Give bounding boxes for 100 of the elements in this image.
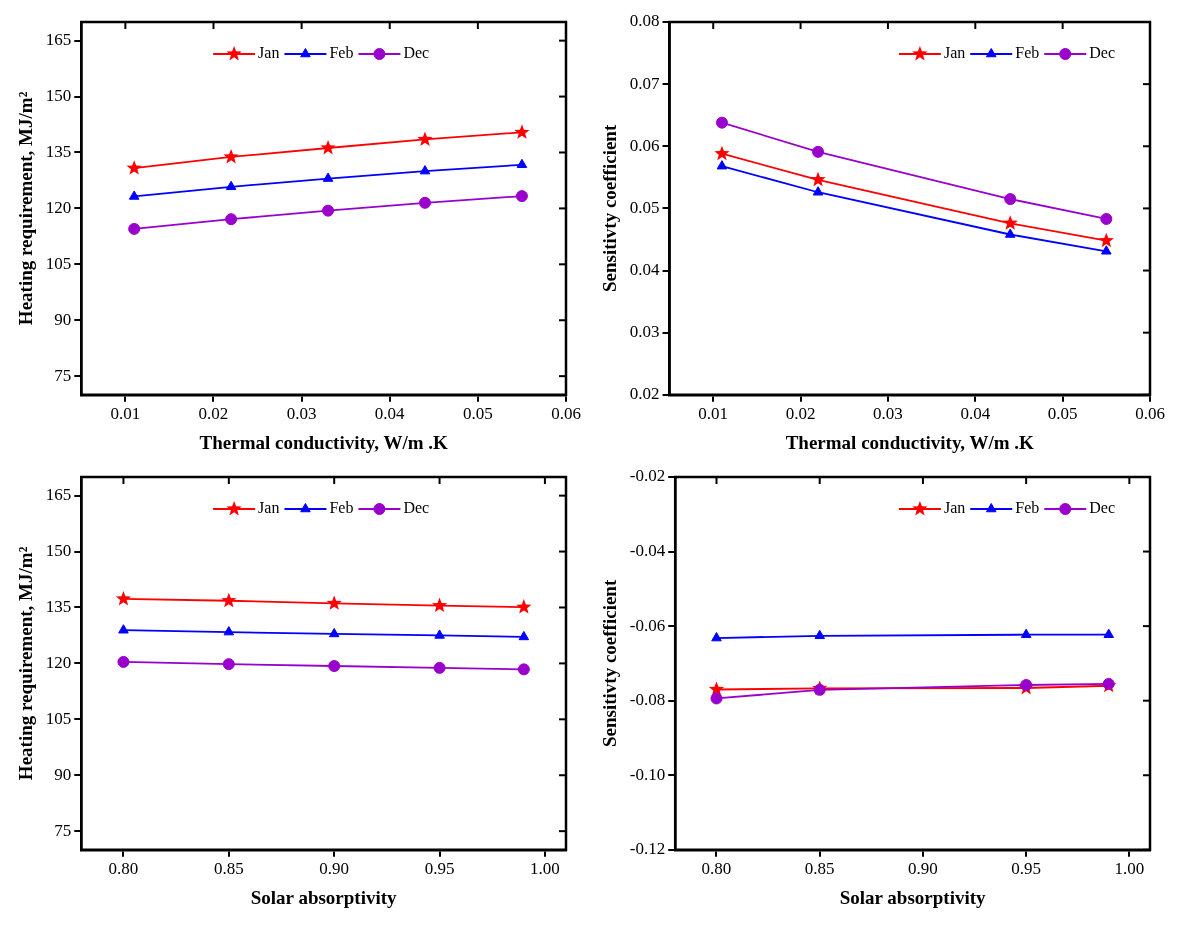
y-axis-title: Heating requirement, MJ/m² [15, 91, 37, 326]
y-tick-label: -0.06 [629, 615, 666, 635]
point [1103, 628, 1114, 638]
y-axis-title: Sensitivty coefficient [599, 124, 621, 293]
point [1004, 228, 1016, 238]
point [516, 599, 532, 614]
y-tick-label: 165 [45, 485, 72, 505]
x-tick-label: 0.06 [1135, 404, 1165, 424]
y-tick-label: 90 [54, 764, 72, 784]
y-tick-label: 0.07 [629, 73, 661, 93]
y-tick-label: 150 [45, 86, 72, 106]
legend-label: Jan [943, 44, 966, 62]
x-tick-label: 0.01 [110, 404, 141, 424]
point [433, 661, 446, 674]
x-tick-label: 0.01 [698, 404, 729, 424]
point [518, 630, 530, 641]
x-tick-label: 0.02 [785, 404, 816, 424]
point [516, 158, 528, 169]
x-tick-label: 0.90 [908, 859, 938, 879]
point [710, 692, 723, 705]
point [128, 222, 141, 235]
legend-label: Jan [258, 44, 280, 62]
y-axis-title: Heating requirement, MJ/m² [15, 546, 37, 781]
x-tick-label: 0.80 [108, 859, 139, 879]
point [434, 629, 445, 639]
point [715, 116, 728, 129]
y-tick-label: 135 [45, 141, 72, 161]
point [1101, 245, 1112, 255]
point [126, 160, 142, 175]
point [814, 629, 825, 640]
x-tick-label: 0.03 [873, 404, 903, 424]
point [328, 660, 341, 673]
y-tick-label: 165 [45, 30, 72, 50]
legend-label: Feb [1015, 44, 1040, 62]
y-tick-label: 0.06 [629, 135, 660, 155]
x-tick-label: 0.85 [804, 859, 835, 879]
point [419, 165, 431, 175]
legend-label: Dec [1089, 499, 1116, 517]
x-axis-title: Solar absorptivity [839, 886, 987, 908]
point [812, 145, 825, 158]
x-tick-label: 0.04 [960, 404, 991, 424]
x-tick-label: 0.80 [701, 859, 732, 879]
legend-label: Jan [258, 499, 280, 517]
x-tick-label: 0.90 [319, 859, 350, 879]
point [223, 148, 239, 164]
y-tick-label: 135 [45, 596, 72, 616]
point [322, 204, 335, 217]
x-tick-label: 0.04 [374, 404, 406, 424]
x-tick-label: 0.05 [463, 404, 493, 424]
y-tick-label: -0.04 [629, 541, 666, 561]
y-tick-label: -0.10 [629, 764, 666, 784]
point [322, 172, 334, 182]
y-tick-label: 0.04 [629, 260, 661, 279]
y-tick-label: 105 [45, 253, 72, 273]
legend-label: Jan [943, 499, 966, 517]
x-tick-label: 0.95 [1011, 859, 1042, 879]
point [118, 624, 129, 634]
point [128, 190, 140, 200]
point [419, 196, 431, 209]
point [223, 626, 235, 636]
point [714, 145, 730, 161]
x-tick-label: 0.05 [1047, 404, 1078, 424]
y-tick-label: 105 [45, 708, 72, 728]
y-tick-label: 0.02 [629, 384, 660, 404]
legend-label: Feb [329, 499, 354, 517]
point [812, 186, 824, 196]
x-tick-label: 0.85 [213, 859, 244, 879]
x-axis-title: Solar absorptivity [250, 886, 398, 908]
point [1002, 215, 1018, 230]
y-tick-label: -0.02 [629, 466, 666, 486]
y-tick-label: -0.08 [629, 690, 666, 710]
x-axis-title: Thermal conductivity, W/m .K [199, 431, 448, 453]
legend-label: Dec [403, 44, 430, 62]
point [222, 658, 235, 671]
y-tick-label: 0.03 [629, 322, 660, 342]
y-tick-label: 90 [54, 309, 72, 329]
y-tick-label: 0.05 [629, 197, 660, 217]
legend-label: Feb [1015, 499, 1040, 517]
point [1004, 193, 1017, 206]
point [514, 124, 530, 139]
x-tick-label: 0.06 [551, 404, 581, 424]
point [326, 595, 342, 610]
point [1020, 628, 1032, 638]
point [328, 627, 340, 638]
point [1100, 212, 1113, 225]
y-tick-label: 120 [45, 197, 72, 217]
point [515, 190, 528, 203]
y-tick-label: 150 [45, 541, 72, 561]
point [417, 131, 433, 146]
point [221, 592, 237, 608]
point [1098, 232, 1114, 248]
x-tick-label: 1.00 [1114, 859, 1145, 879]
y-tick-label: -0.12 [629, 839, 666, 859]
point [810, 171, 826, 187]
legend-label: Dec [403, 499, 430, 517]
point [431, 597, 448, 613]
point [320, 140, 336, 155]
legend-label: Feb [329, 44, 354, 62]
y-tick-label: 75 [54, 365, 72, 385]
x-tick-label: 1.00 [530, 859, 560, 879]
